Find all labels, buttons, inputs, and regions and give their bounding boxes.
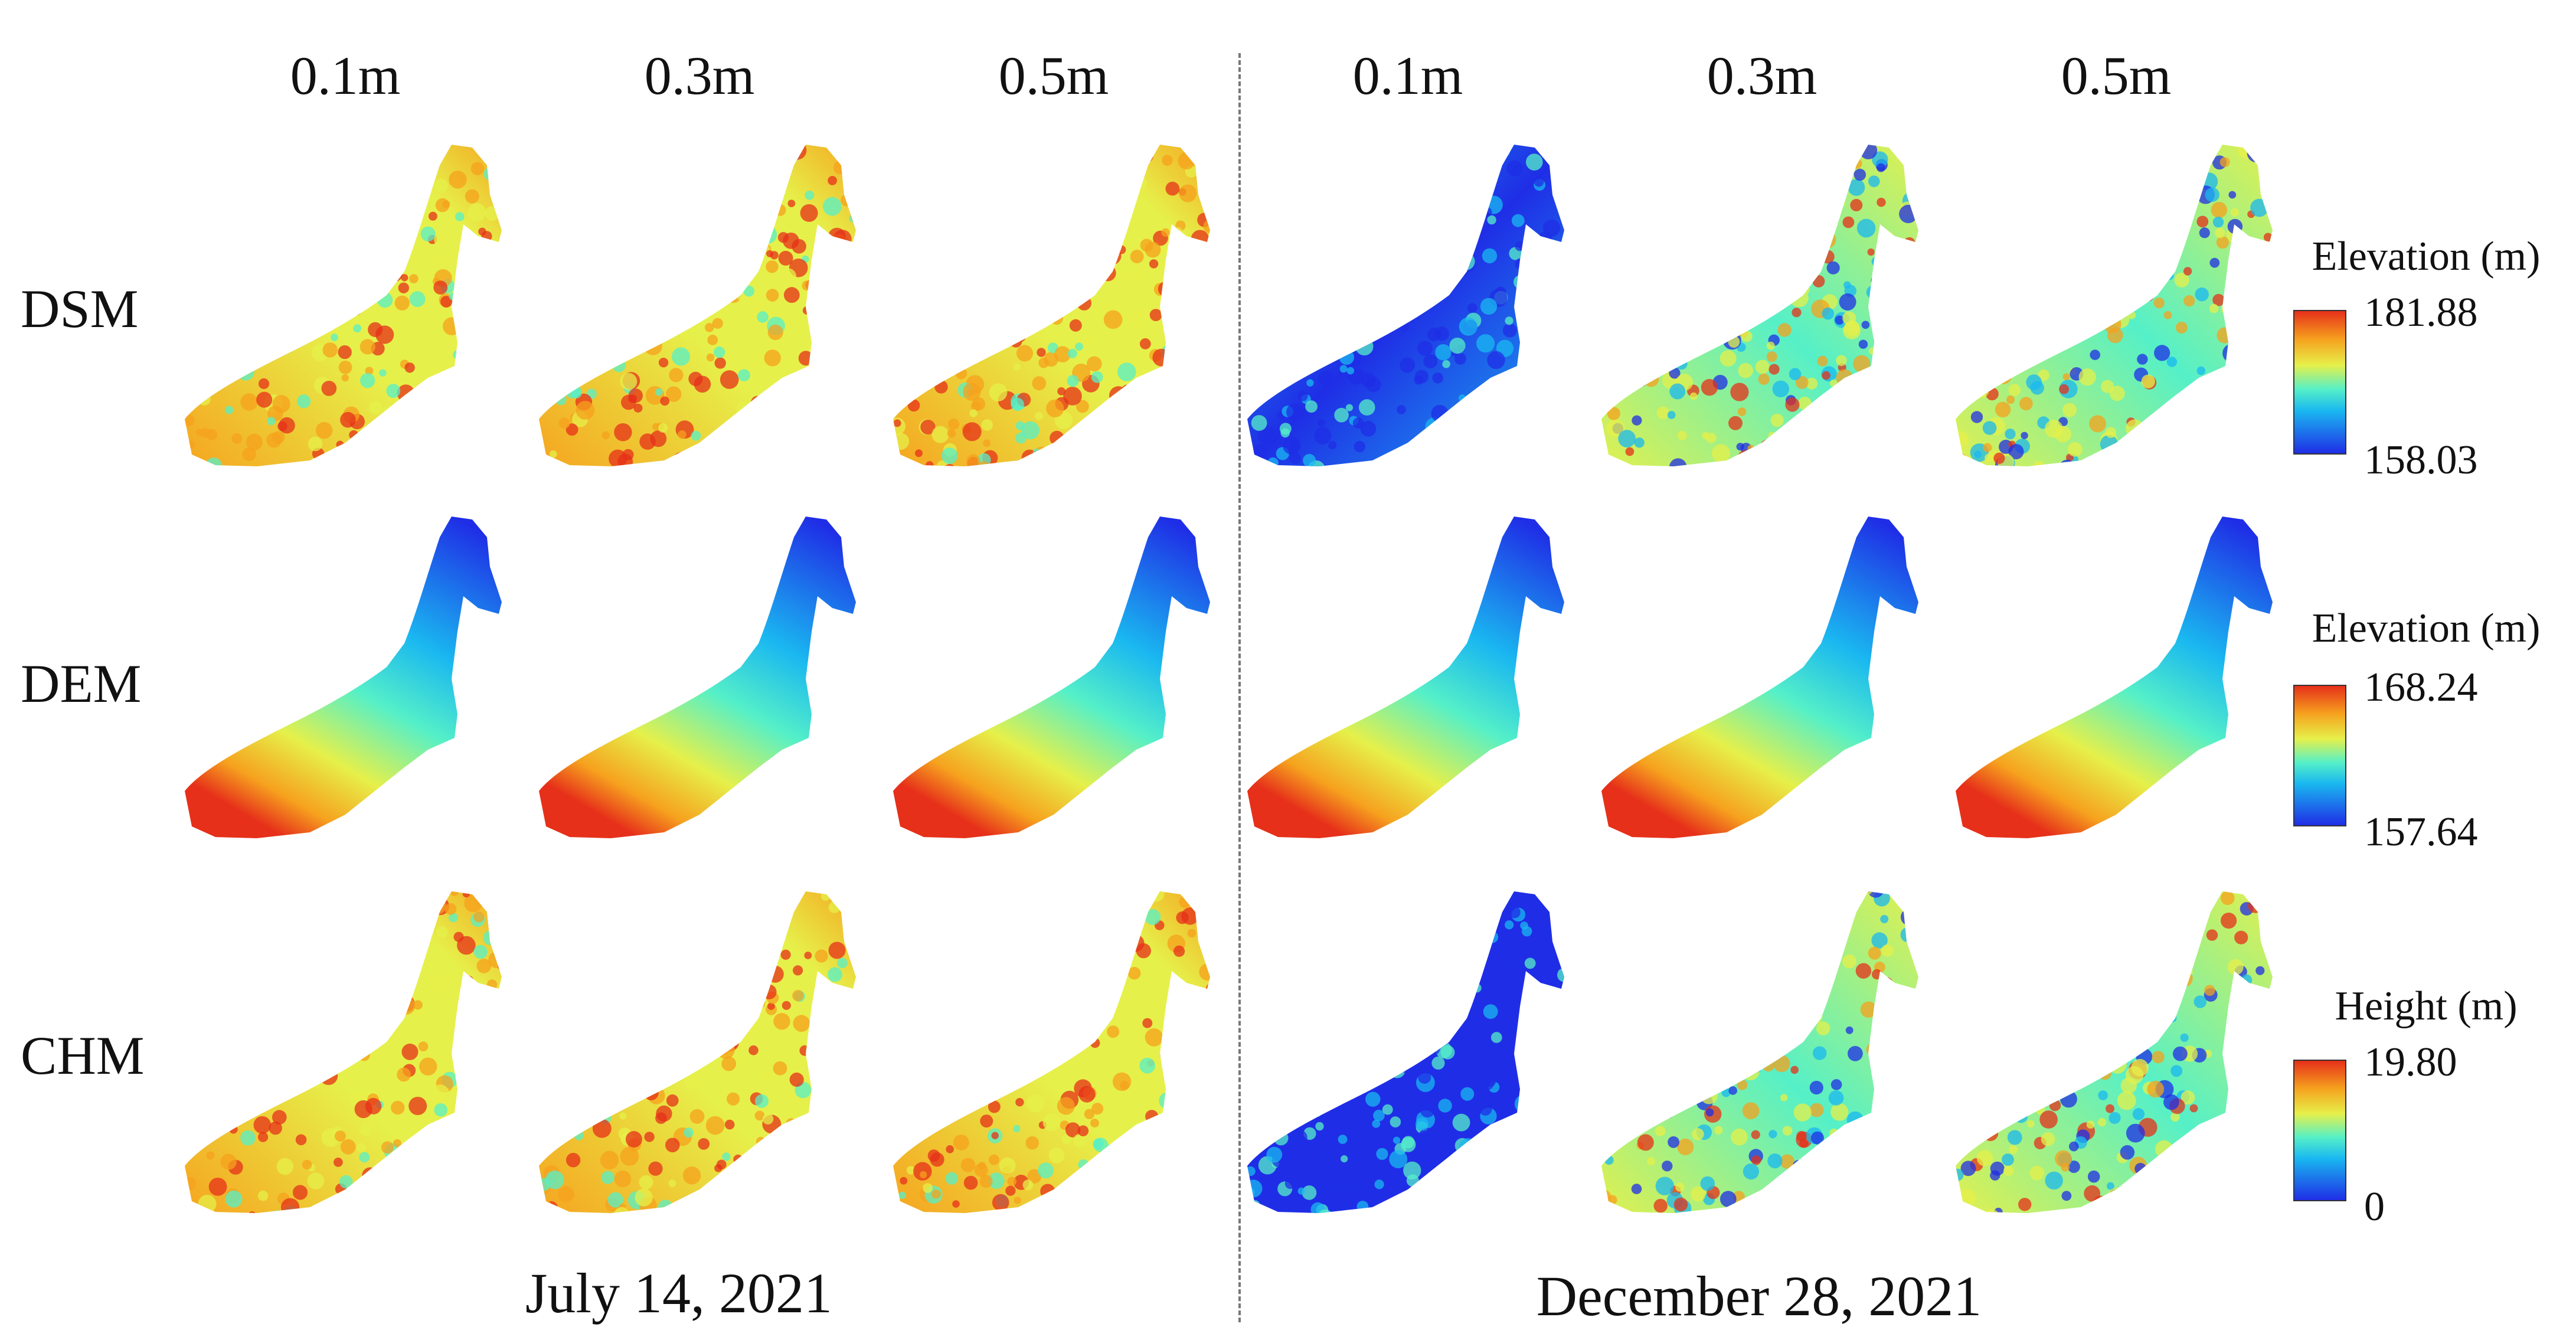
map-dem-dec-0.1m [1247,517,1564,838]
map-chm-july-0.3m [539,891,856,1213]
legend-dem-title: Elevation (m) [2312,606,2541,651]
legend-dem-colorbar [2293,685,2346,826]
map-dem-dec-0.5m [1956,517,2273,838]
map-dsm-july-0.1m [185,145,502,466]
legend-chm-colorbar [2293,1060,2346,1201]
legend-chm-max: 19.80 [2364,1040,2457,1085]
column-label-dec-0.5m: 0.5m [2061,45,2172,106]
column-label-dec-0.3m: 0.3m [1707,45,1817,106]
date-label-december: December 28, 2021 [1536,1264,1982,1328]
column-label-july-0.5m: 0.5m [998,45,1109,106]
row-label-dsm: DSM [21,279,139,339]
legend-dem-min: 157.64 [2364,809,2478,855]
map-chm-july-0.1m [185,891,502,1213]
map-dsm-dec-0.3m [1601,145,1918,466]
legend-dsm-colorbar [2293,310,2346,455]
legend-chm-min: 0 [2364,1184,2385,1230]
legend-chm-title: Height (m) [2335,983,2518,1029]
map-dem-july-0.1m [185,517,502,838]
map-chm-july-0.5m [893,891,1210,1213]
column-label-july-0.1m: 0.1m [290,45,401,106]
column-label-dec-0.1m: 0.1m [1352,45,1463,106]
map-chm-dec-0.3m [1601,891,1918,1213]
row-label-chm: CHM [21,1025,145,1086]
legend-dsm-min: 158.03 [2364,437,2478,483]
map-dem-july-0.5m [893,517,1210,838]
map-dsm-july-0.5m [893,145,1210,466]
legend-dsm-title: Elevation (m) [2312,234,2541,279]
map-dsm-dec-0.1m [1247,145,1564,466]
legend-dem-max: 168.24 [2364,665,2478,710]
map-chm-dec-0.5m [1956,891,2273,1213]
map-dem-dec-0.3m [1601,517,1918,838]
map-dem-july-0.3m [539,517,856,838]
row-label-dem: DEM [21,653,142,714]
date-divider [1238,53,1241,1322]
map-chm-dec-0.1m [1247,891,1564,1213]
date-label-july: July 14, 2021 [525,1261,833,1325]
legend-dsm-max: 181.88 [2364,290,2478,335]
map-dsm-dec-0.5m [1956,145,2273,466]
map-dsm-july-0.3m [539,145,856,466]
column-label-july-0.3m: 0.3m [644,45,755,106]
